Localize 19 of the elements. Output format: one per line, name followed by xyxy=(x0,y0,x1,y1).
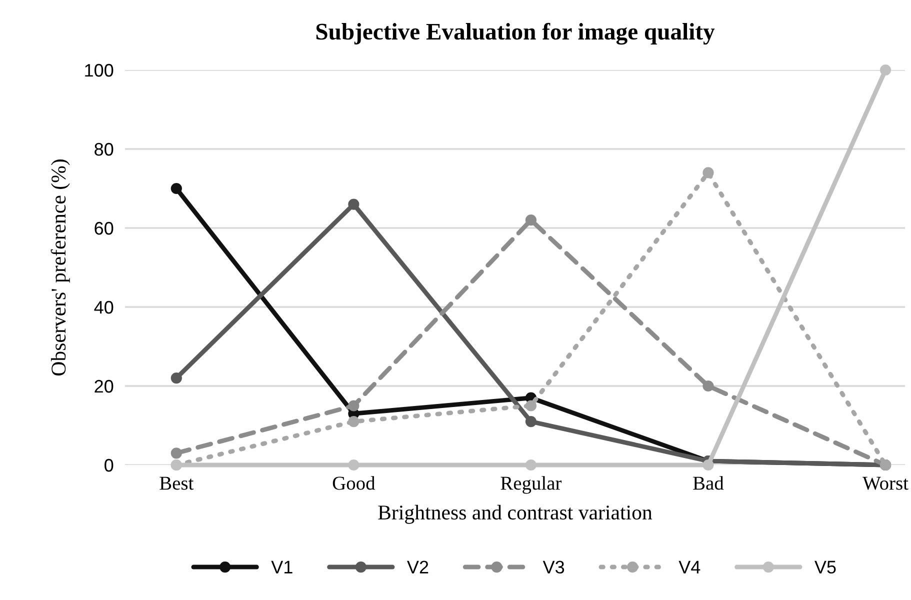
y-axis-title: Observers' preference (%) xyxy=(50,160,70,376)
chart-title: Subjective Evaluation for image quality xyxy=(316,22,715,45)
legend-label: V2 xyxy=(407,560,428,574)
legend-label: V5 xyxy=(814,560,836,574)
x-axis-title: Brightness and contrast variation xyxy=(378,504,652,524)
x-tick-label: Good xyxy=(332,476,376,490)
y-tick-label: 100 xyxy=(85,64,114,77)
legend-label: V3 xyxy=(542,560,564,574)
x-tick-label: Best xyxy=(160,476,194,490)
y-tick-label: 40 xyxy=(94,300,114,314)
x-tick-label: Bad xyxy=(693,476,724,490)
legend-label: V1 xyxy=(271,560,292,574)
y-tick-label: 60 xyxy=(94,222,114,235)
legend-label: V4 xyxy=(678,560,700,574)
x-tick-label: Worst xyxy=(862,476,908,490)
y-tick-label: 20 xyxy=(94,380,114,393)
y-tick-label: 80 xyxy=(94,142,114,156)
x-tick-label: Regular xyxy=(500,476,562,494)
y-tick-label: 0 xyxy=(104,458,114,472)
